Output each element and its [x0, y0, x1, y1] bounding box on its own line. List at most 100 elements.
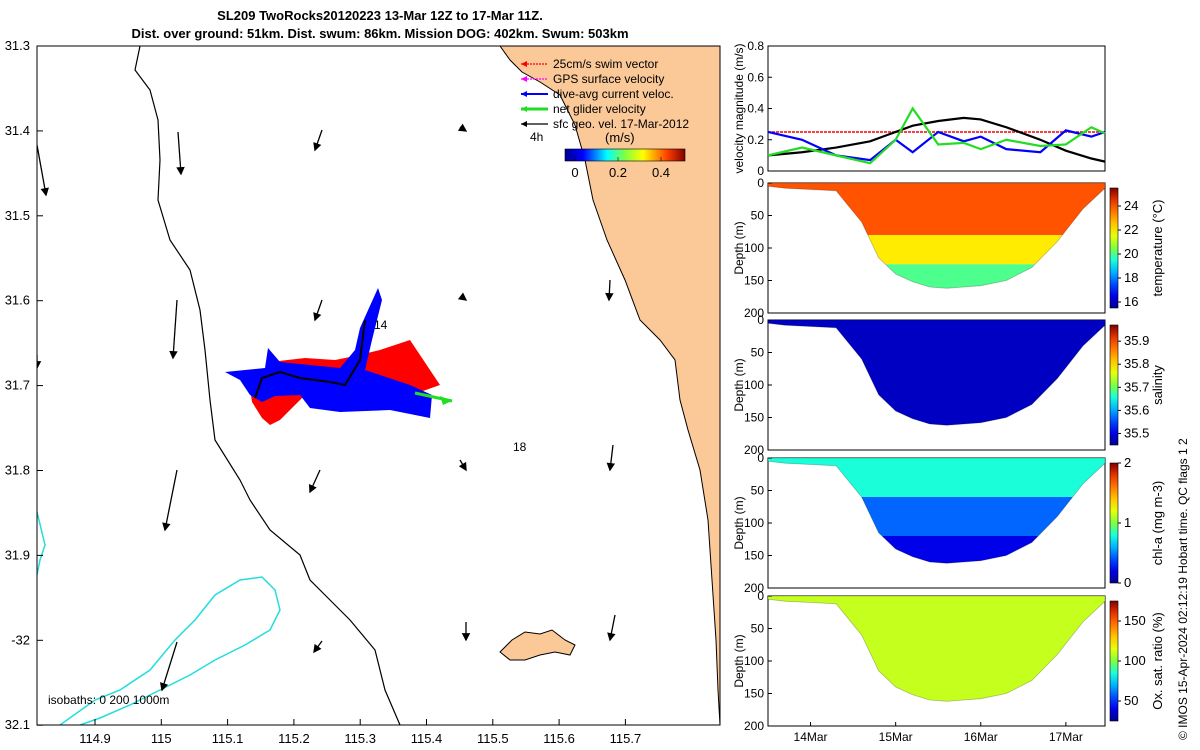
- map-xtick-label: 115.2: [278, 731, 310, 746]
- colorbar-tick-label: 0.4: [652, 165, 670, 180]
- ytick-label: 100: [744, 654, 764, 668]
- colorbar-tick-label: 50: [1124, 693, 1138, 708]
- arrow-head: [457, 292, 468, 301]
- credit-text: © IMOS 15-Apr-2024 02:12:19 Hobart time.…: [1176, 438, 1190, 740]
- colorbar-tick-label: 35.5: [1124, 425, 1149, 440]
- colorbar: [1109, 462, 1119, 584]
- colorbar: [1109, 600, 1119, 722]
- depth-ylabel: Depth (m): [732, 358, 746, 411]
- track-map: 114.9 115 115.1 115.2 115.3 115.4 115.5 115.6 11…: [5, 38, 721, 746]
- label-4h: 4h: [530, 130, 543, 144]
- ytick-label: 0.4: [747, 102, 764, 116]
- arrow-head: [40, 187, 49, 197]
- section-panel-chl-a: 0 50 100 150 200 Depth (m) 0 1 2 chl-a (mg m-3): [732, 451, 1165, 595]
- map-xtick-label: 114.9: [79, 731, 111, 746]
- map-ytick-label: 31.7: [5, 378, 30, 393]
- time-tick-label: 14Mar: [794, 730, 828, 744]
- legend-entry: GPS surface velocity: [553, 72, 664, 86]
- depth-ylabel: Depth (m): [732, 221, 746, 274]
- legend-entry: sfc geo. vel. 17-Mar-2012: [553, 117, 689, 131]
- label-14: 14: [374, 318, 388, 332]
- ytick-label: 200: [744, 306, 764, 320]
- legend-entry: dive-avg current veloc.: [553, 87, 674, 101]
- arrow-head: [457, 123, 468, 132]
- map-xtick-label: 115: [151, 731, 172, 746]
- colorbar-tick-label: 18: [1124, 270, 1138, 285]
- colorbar-tick-label: 22: [1124, 222, 1138, 237]
- ytick-label: 0: [757, 164, 764, 178]
- arrow-head: [313, 142, 322, 152]
- map-ytick-label: 31.8: [5, 463, 30, 478]
- arrow-head: [313, 312, 322, 322]
- velocity-series-line: [767, 116, 1106, 163]
- map-ytick-label: -32: [11, 632, 30, 647]
- section-panel-temperature: 0 50 100 150 200 Depth (m) 16 18 20 22 24 temperatu…: [732, 176, 1165, 320]
- ytick-label: 200: [744, 581, 764, 595]
- surface-velocity-arrow: [164, 469, 178, 531]
- rottnest-island: [499, 629, 576, 661]
- colorbar-tick-label: 2: [1124, 455, 1131, 470]
- time-tick-label: 15Mar: [879, 730, 913, 744]
- section-panel-oxygen-saturation: 0 50 100 150 200 Depth (m) 50 100 150 Ox. sat. ra…: [732, 589, 1165, 733]
- section-panel-salinity: 0 50 100 150 200 Depth (m) 35.5 35.6 35.7 35.8 35.…: [732, 313, 1165, 457]
- surface-velocity-arrow: [177, 131, 182, 175]
- ytick-label: 0: [757, 176, 764, 190]
- ytick-label: 0: [757, 589, 764, 603]
- colorbar-tick-label: 0: [1124, 575, 1131, 590]
- velocity-ylabel: velocity magnitude (m/s): [732, 43, 746, 173]
- depth-ylabel: Depth (m): [732, 634, 746, 687]
- colorbar-label: Ox. sat. ratio (%): [1150, 612, 1165, 710]
- depth-ylabel: Depth (m): [732, 496, 746, 549]
- colorbar: [1109, 324, 1119, 446]
- arrow-head: [37, 361, 42, 370]
- colorbar-tick-label: 100: [1124, 653, 1146, 668]
- colorbar-tick-label: 24: [1124, 198, 1138, 213]
- arrow-head: [160, 682, 169, 692]
- map-ytick-label: 31.9: [5, 547, 30, 562]
- ytick-label: 150: [744, 687, 764, 701]
- arrow-head: [461, 633, 471, 642]
- colorbar-unit: (m/s): [605, 130, 635, 145]
- colorbar-tick-label: 35.7: [1124, 379, 1149, 394]
- colorbar-tick-label: 35.6: [1124, 402, 1149, 417]
- isobath-1000m: [134, 46, 401, 725]
- surface-velocity-arrows: [37, 123, 616, 692]
- isobath-200m-cyan: [37, 511, 46, 576]
- map-colorbar: (m/s) 0 0.2 0.4: [564, 130, 686, 180]
- ytick-label: 100: [744, 241, 764, 255]
- map-ytick-label: 31.6: [5, 293, 30, 308]
- surface-velocity-arrow: [37, 144, 47, 196]
- ytick-label: 200: [744, 443, 764, 457]
- map-xtick-label: 115.1: [212, 731, 244, 746]
- map-xtick-label: 115.7: [610, 731, 642, 746]
- colorbar-tick-label: 1: [1124, 515, 1131, 530]
- legend-entry: 25cm/s swim vector: [553, 57, 658, 71]
- time-axis: 14Mar 15Mar 16Mar 17Mar: [794, 722, 1083, 744]
- label-18: 18: [513, 440, 527, 454]
- surface-velocity-arrow: [161, 641, 178, 691]
- track-line: [254, 319, 366, 399]
- land-mass: [499, 46, 720, 725]
- colorbar-label: chl-a (mg m-3): [1150, 481, 1165, 566]
- map-xtick-label: 115.5: [477, 731, 509, 746]
- arrow-head: [606, 462, 616, 472]
- ytick-label: 150: [744, 549, 764, 563]
- colorbar-tick-label: 35.8: [1124, 356, 1149, 371]
- ytick-label: 0.6: [747, 70, 764, 84]
- map-ytick-label: 31.3: [5, 38, 30, 53]
- colorbar-tick-label: 35.9: [1124, 333, 1149, 348]
- map-xtick-label: 115.4: [411, 731, 443, 746]
- ytick-label: 0.8: [747, 39, 764, 53]
- map-ytick-label: 31.5: [5, 208, 30, 223]
- ytick-label: 150: [744, 411, 764, 425]
- ytick-label: 0: [757, 313, 764, 327]
- ytick-label: 100: [744, 516, 764, 530]
- arrow-head: [176, 166, 185, 176]
- ytick-label: 100: [744, 378, 764, 392]
- arrow-head: [308, 483, 317, 494]
- ytick-label: 50: [751, 209, 765, 223]
- arrow-head: [313, 643, 322, 654]
